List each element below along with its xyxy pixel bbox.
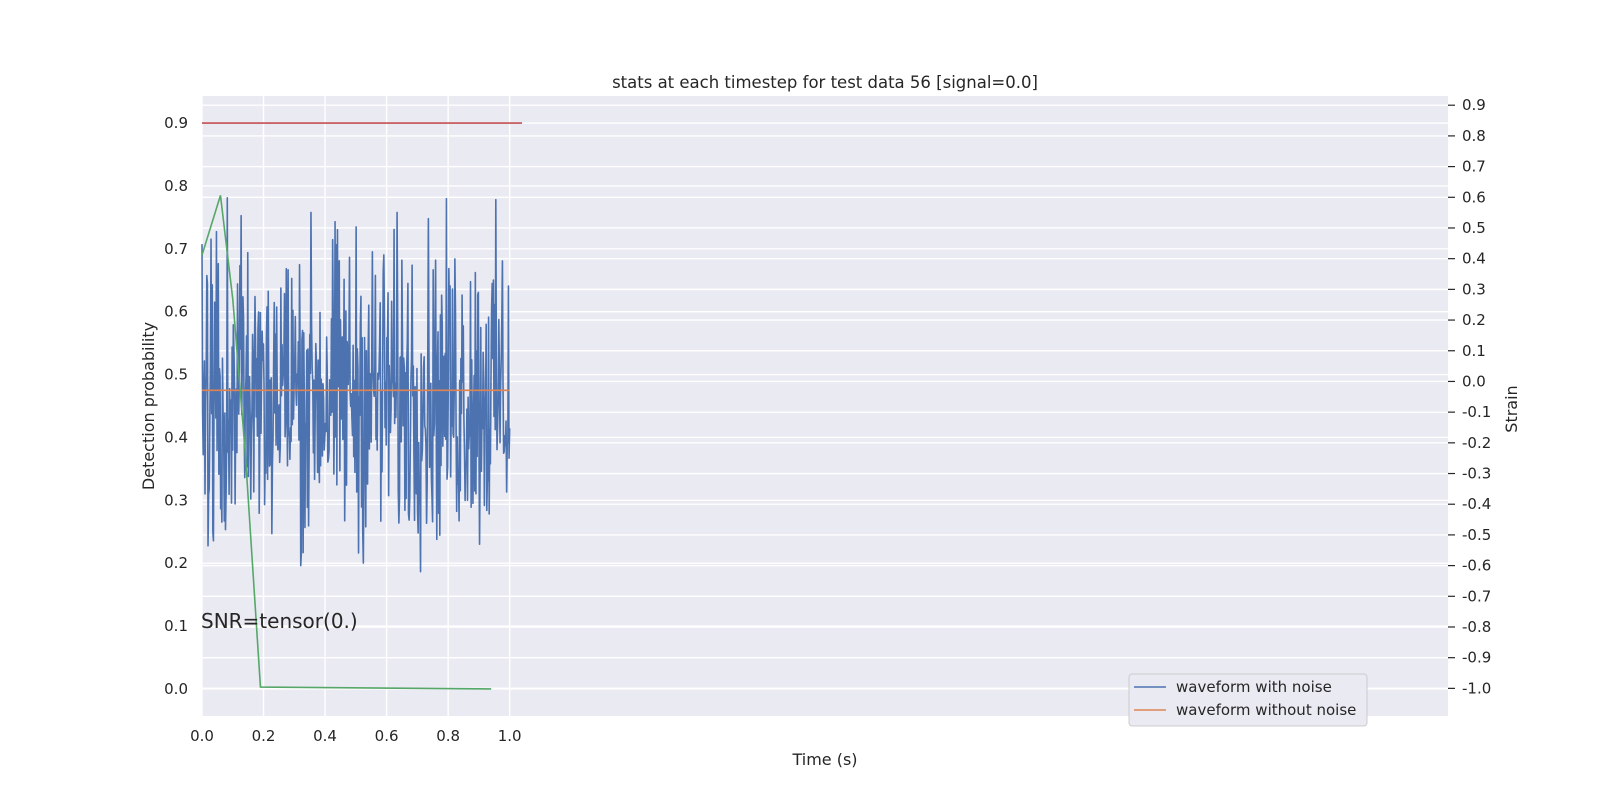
y2-tick-label: 0.4 bbox=[1462, 250, 1486, 268]
y2-tick-label: 0.1 bbox=[1462, 342, 1486, 360]
y-axis-right: 0.9 0.8 0.7 0.6 0.5 0.4 0.3 0.2 0.1 0.0 -0.1 -0.2 -0… bbox=[1448, 96, 1491, 697]
y2-tick-label: -0.2 bbox=[1462, 434, 1491, 452]
chart-title: stats at each timestep for test data 56 … bbox=[612, 73, 1038, 92]
x-tick-label: 1.0 bbox=[498, 727, 522, 745]
y-tick-label: 0.3 bbox=[164, 491, 188, 509]
y2-tick-label: 0.5 bbox=[1462, 219, 1486, 237]
legend-box bbox=[1128, 673, 1368, 727]
y2-tick-label: 0.2 bbox=[1462, 311, 1486, 329]
y2-tick-label: 0.7 bbox=[1462, 158, 1486, 176]
y2-tick-label: -0.9 bbox=[1462, 649, 1491, 667]
y2-tick-label: -1.0 bbox=[1462, 679, 1491, 697]
y2-tick-label: -0.5 bbox=[1462, 526, 1491, 544]
x-axis: 0.0 0.2 0.4 0.6 0.8 1.0 bbox=[190, 727, 522, 745]
x-tick-label: 0.0 bbox=[190, 727, 214, 745]
y2-tick-label: 0.9 bbox=[1462, 96, 1486, 114]
y2-tick-label: -0.6 bbox=[1462, 557, 1491, 575]
y2-tick-label: -0.7 bbox=[1462, 587, 1491, 605]
x-tick-label: 0.6 bbox=[375, 727, 399, 745]
x-axis-title: Time (s) bbox=[791, 750, 857, 769]
y-tick-label: 0.7 bbox=[164, 240, 188, 258]
legend-label-noise: waveform with noise bbox=[1176, 678, 1332, 696]
y-tick-label: 0.9 bbox=[164, 114, 188, 132]
y-tick-label: 0.5 bbox=[164, 366, 188, 384]
y-tick-label: 0.1 bbox=[164, 617, 188, 635]
series-line-waveform-with-noise bbox=[201, 197, 511, 573]
x-tick-label: 0.8 bbox=[436, 727, 460, 745]
series-layer bbox=[201, 122, 522, 690]
y2-tick-label: 0.6 bbox=[1462, 188, 1486, 206]
legend: waveform with noise waveform without noi… bbox=[1128, 673, 1368, 727]
y2-tick-label: -0.1 bbox=[1462, 403, 1491, 421]
y2-tick-label: -0.8 bbox=[1462, 618, 1491, 636]
y2-tick-label: 0.8 bbox=[1462, 127, 1486, 145]
y2-axis-title: Strain bbox=[1502, 385, 1521, 432]
legend-label-clean: waveform without noise bbox=[1176, 701, 1356, 719]
snr-annotation: SNR=tensor(0.) bbox=[201, 609, 358, 633]
series-line-detection-probability bbox=[201, 195, 492, 690]
y-tick-label: 0.8 bbox=[164, 177, 188, 195]
y-tick-label: 0.0 bbox=[164, 680, 188, 698]
y2-tick-label: 0.3 bbox=[1462, 280, 1486, 298]
y-tick-label: 0.2 bbox=[164, 554, 188, 572]
x-tick-label: 0.4 bbox=[313, 727, 337, 745]
plot-background bbox=[202, 96, 1448, 716]
y2-tick-label: -0.4 bbox=[1462, 495, 1491, 513]
y2-tick-label: 0.0 bbox=[1462, 372, 1486, 390]
y-tick-label: 0.4 bbox=[164, 428, 188, 446]
y2-tick-label: -0.3 bbox=[1462, 465, 1491, 483]
y-axis-left: 0.0 0.1 0.2 0.3 0.4 0.5 0.6 0.7 0.8 0.9 bbox=[164, 114, 188, 698]
x-tick-label: 0.2 bbox=[252, 727, 276, 745]
y-axis-title: Detection probability bbox=[139, 322, 158, 490]
y-tick-label: 0.6 bbox=[164, 303, 188, 321]
